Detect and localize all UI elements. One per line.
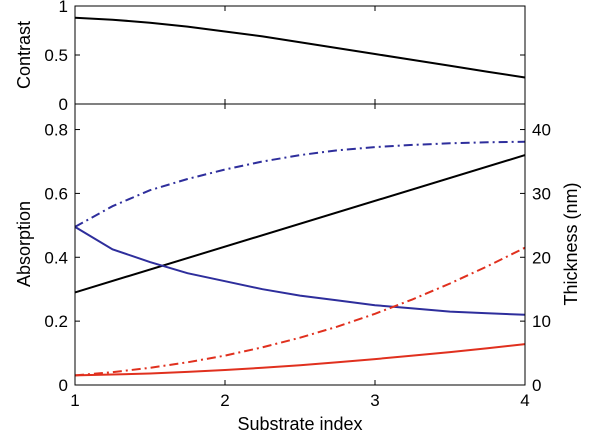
contrast-y-axis-label: Contrast (14, 21, 34, 89)
absorption-series-4-line (74, 343, 526, 377)
absorption-plot-frame (74, 103, 526, 386)
x-axis-label: Substrate index (237, 414, 362, 434)
absorption-y-tick-label: 0.4 (44, 248, 68, 267)
absorption-series-3-line (74, 140, 526, 228)
thickness-y-tick-label: 40 (532, 121, 551, 140)
x-tick-label: 3 (370, 391, 379, 410)
absorption-y-axis-label: Absorption (14, 201, 34, 287)
x-tick-label: 1 (70, 391, 79, 410)
thickness-y-tick-label: 0 (532, 376, 541, 395)
thickness-y-tick-label: 10 (532, 312, 551, 331)
contrast-plot-frame (74, 5, 526, 105)
contrast-y-tick-label: 0 (59, 95, 68, 114)
contrast-y-tick-label: 0.5 (44, 46, 68, 65)
thickness-y-tick-label: 20 (532, 248, 551, 267)
contrast-series-1-line (74, 16, 526, 79)
absorption-y-tick-label: 0.2 (44, 312, 68, 331)
contrast-y-tick-label: 1 (59, 0, 68, 16)
x-tick-label: 4 (520, 391, 529, 410)
x-tick-label: 2 (220, 391, 229, 410)
absorption-y-tick-label: 0.6 (44, 184, 68, 203)
absorption-y-tick-label: 0 (59, 376, 68, 395)
absorption-y-tick-label: 0.8 (44, 121, 68, 140)
thickness-y-axis-label: Thickness (nm) (561, 182, 581, 305)
contrast-panel: 00.51 (44, 0, 526, 114)
thickness-y-tick-label: 30 (532, 184, 551, 203)
absorption-series-5-line (74, 246, 526, 377)
absorption-series-2-line (74, 226, 526, 316)
absorption-series-1-line (74, 154, 526, 294)
